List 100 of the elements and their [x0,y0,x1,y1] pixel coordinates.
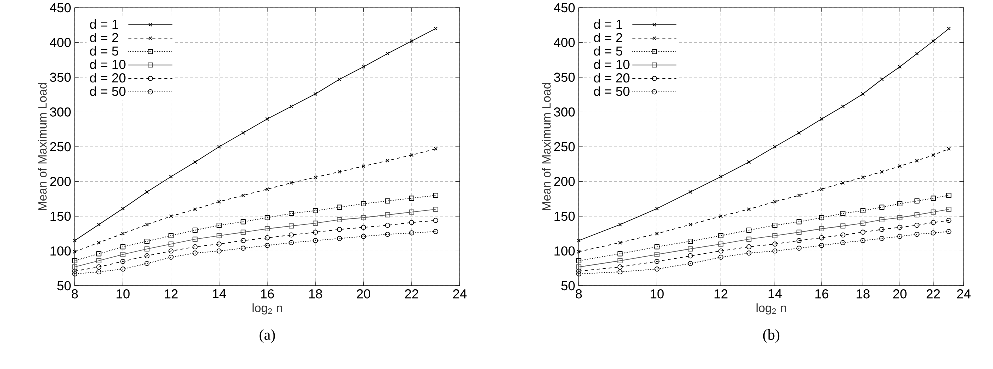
x-tick-label: 12 [714,290,728,299]
point [96,251,102,257]
y-tick-label: 200 [50,177,71,186]
legend-label: d = 10 [594,60,630,70]
legend-label: d = 10 [90,60,126,70]
point [144,246,150,252]
y-tick-label: 150 [50,212,71,222]
y-tick-label: 300 [50,108,71,117]
legend-label: d = 50 [90,86,126,96]
x-tick-label: 20 [357,290,370,299]
point [216,248,222,254]
point [410,39,414,44]
point [289,211,294,216]
point [168,242,174,247]
y-tick-label: 150 [554,212,575,222]
x-tick-label: 10 [650,290,664,299]
point [217,145,222,149]
x-tick-label: 22 [405,290,418,299]
y-tick-label: 50 [58,281,71,291]
point [313,220,318,226]
point [290,181,294,186]
point [96,270,102,275]
x-tick-label: 16 [261,290,274,299]
point [144,254,150,259]
y-tick-label: 100 [50,246,71,256]
point [120,259,126,264]
point [242,194,246,198]
y-tick-label: 400 [554,38,575,48]
point [386,52,390,56]
y-tick-label: 300 [554,108,575,117]
legend-label: d = 50 [594,86,630,96]
x-tick-label: 8 [576,290,582,299]
point [240,220,246,225]
point [385,232,390,238]
text: (a) [260,330,276,344]
point [144,261,150,266]
x-axis-title: log$_{2}$ n [252,304,282,315]
point [168,248,174,254]
point [385,212,390,218]
y-axis-title: Mean of Maximum Load [542,83,551,210]
point [314,176,318,180]
point [120,252,126,258]
point [409,210,414,215]
point [240,230,246,236]
point [433,229,438,234]
point [192,244,198,250]
point [313,208,318,214]
y-tick-label: 350 [50,72,71,82]
y-tick-label: 100 [554,246,575,256]
point [313,238,318,244]
point [409,220,414,226]
point [192,236,198,242]
x-tick-label: 20 [894,290,907,299]
point [337,204,342,210]
legend-label: d = 1 [90,20,118,30]
x-tick-label: 24 [453,290,467,299]
x-tick-label: 18 [309,290,322,299]
point [121,206,126,211]
x-tick-label: 14 [213,290,226,298]
legend-label: d = 20 [90,73,126,83]
point [264,226,270,232]
point [433,206,438,212]
point [385,222,390,228]
x-tick-label: 8 [72,290,78,299]
y-tick-label: 50 [562,281,575,291]
point [361,215,366,220]
point [97,222,101,227]
x-tick-label: 24 [957,290,971,299]
legend-label: d = 20 [594,73,630,83]
y-tick-label: 400 [50,38,71,48]
point [72,272,78,277]
x-tick-label: 16 [816,290,829,299]
point [266,187,270,192]
point [216,222,222,228]
point [242,131,246,135]
point [217,200,222,204]
legend-label: d = 5 [594,46,622,56]
x-tick-label: 10 [116,290,130,299]
legend-label: d = 5 [90,46,118,56]
x-tick-label: 18 [856,290,870,299]
point [145,222,150,227]
point [192,228,198,233]
point [314,92,318,96]
point [337,227,342,232]
point [216,242,222,247]
point [169,174,174,179]
point [192,250,198,256]
point [289,232,294,238]
legend-label: d = 2 [90,32,118,42]
point [313,230,318,236]
point [264,243,270,248]
point [240,246,246,252]
x-tick-label: 12 [165,290,178,299]
point [264,215,270,220]
point [193,160,198,164]
point [434,147,438,151]
point [264,235,270,241]
point [361,234,366,240]
point [216,233,222,238]
point [72,268,78,274]
